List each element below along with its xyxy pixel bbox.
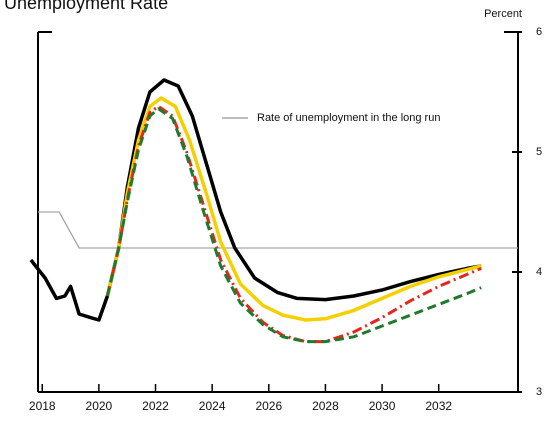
series-line [105, 107, 482, 344]
y-tick-label: 6 [536, 26, 542, 38]
x-tick-label: 2020 [86, 399, 113, 413]
y-tick-label: 3 [536, 386, 542, 398]
x-tick-label: 2032 [425, 399, 452, 413]
frame [37, 31, 519, 393]
series-line [105, 104, 482, 344]
series-line [105, 96, 482, 322]
series-line [38, 211, 518, 249]
chart-title: Unemployment Rate [4, 0, 168, 13]
annotation: Rate of unemployment in the long run [257, 112, 440, 124]
x-tick-label: 2022 [142, 399, 169, 413]
x-tick-label: 2026 [255, 399, 282, 413]
y-tick-label: 5 [536, 146, 542, 158]
x-tick-label: 2018 [29, 399, 56, 413]
x-tick-label: 2028 [312, 399, 339, 413]
x-tick-label: 2030 [369, 399, 396, 413]
y-axis-label: Percent [484, 8, 522, 20]
series-line [29, 78, 482, 322]
y-tick-label: 4 [536, 266, 542, 278]
x-tick-label: 2024 [199, 399, 226, 413]
